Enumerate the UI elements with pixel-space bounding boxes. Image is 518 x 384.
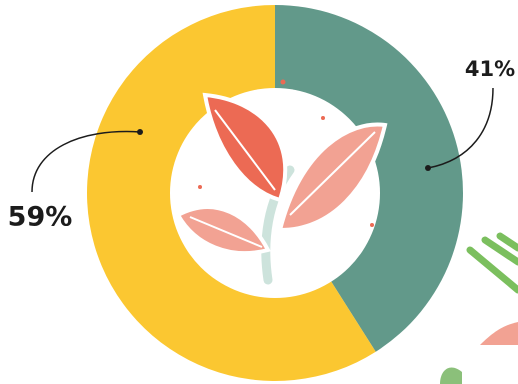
leader-line — [31, 130, 141, 193]
corner-decoration — [440, 232, 518, 384]
leader-dot — [137, 129, 143, 135]
leaf-illustration — [175, 79, 388, 285]
value-label: 41% — [465, 57, 515, 81]
value-label: 59% — [8, 202, 73, 233]
leader-line — [427, 87, 494, 169]
leader-dot — [425, 165, 431, 171]
